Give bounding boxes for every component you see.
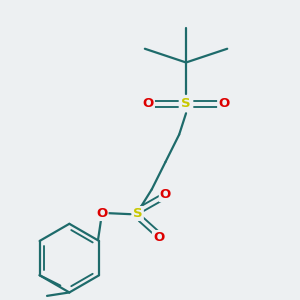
Text: O: O (153, 231, 164, 244)
Text: O: O (218, 97, 230, 110)
Text: O: O (96, 207, 108, 220)
Text: S: S (181, 97, 191, 110)
Text: O: O (143, 97, 154, 110)
Text: O: O (160, 188, 171, 201)
Text: S: S (133, 207, 143, 220)
